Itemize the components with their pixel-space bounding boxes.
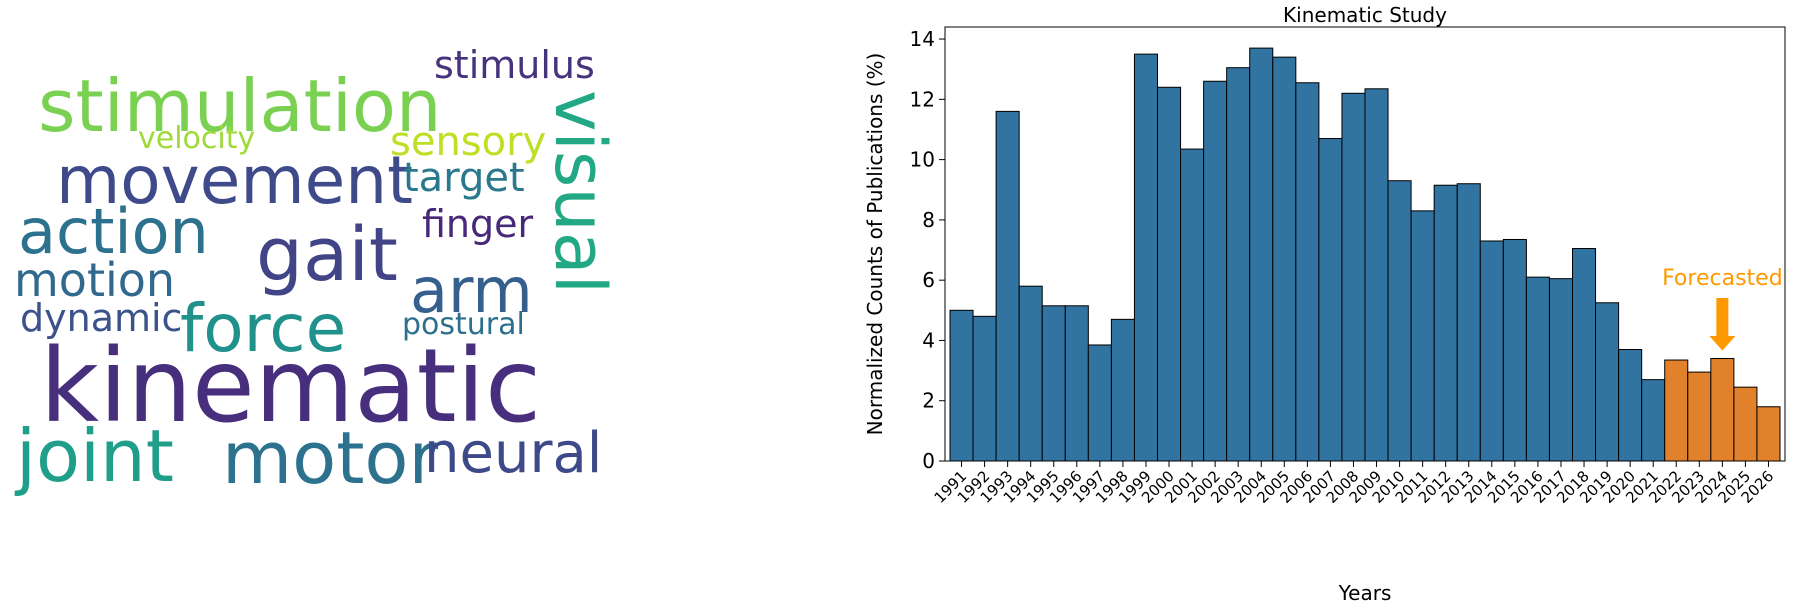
bar-2001 <box>1180 148 1205 462</box>
x-axis: 1991199219931994199519961997199819992000… <box>931 461 1777 507</box>
bar-1999 <box>1133 53 1159 462</box>
word-arm: arm <box>410 254 533 327</box>
bar-2018 <box>1572 248 1597 462</box>
bar-1991 <box>949 309 974 462</box>
word-gait: gait <box>256 212 398 298</box>
word-target: target <box>403 155 525 201</box>
bar-2006 <box>1295 82 1320 462</box>
word-action: action <box>18 195 209 268</box>
bar-1997 <box>1087 344 1112 462</box>
bar-2021 <box>1641 379 1666 462</box>
bar-1992 <box>972 315 997 462</box>
bars <box>949 47 1781 462</box>
forecast-arrow-icon <box>1709 298 1736 351</box>
y-axis: 0 2 4 6 8 10 12 14 <box>910 27 945 473</box>
y-tick-label: 10 <box>910 148 935 172</box>
word-motion: motion <box>14 253 176 307</box>
bar-2012 <box>1433 184 1458 462</box>
word-velocity: velocity <box>138 121 256 156</box>
word-kinematic: kinematic <box>40 327 542 446</box>
word-dynamic: dynamic <box>20 296 183 340</box>
bar-2014 <box>1479 240 1504 462</box>
word-neural: neural <box>424 421 603 486</box>
forecast-label: Forecasted <box>1662 266 1783 291</box>
bar-2023 <box>1687 371 1712 462</box>
y-tick-label: 2 <box>922 389 935 413</box>
word-motor: motor <box>222 416 439 500</box>
y-tick-label: 12 <box>910 87 935 111</box>
bar-1996 <box>1064 305 1089 462</box>
word-movement: movement <box>56 142 413 219</box>
bar-2020 <box>1618 348 1643 462</box>
bar-1994 <box>1018 285 1043 462</box>
bar-2026 <box>1756 406 1781 462</box>
chart-title: Kinematic Study <box>1283 3 1447 27</box>
word-visual: visual <box>539 90 621 295</box>
bar-2007 <box>1318 138 1343 462</box>
word-stimulus: stimulus <box>434 43 595 87</box>
forecast-annotation: Forecasted <box>1662 266 1783 351</box>
word-finger: finger <box>422 202 534 246</box>
bar-2016 <box>1525 276 1550 462</box>
bar-2025 <box>1733 386 1758 462</box>
plot-frame <box>944 26 1786 462</box>
bar-2022 <box>1664 359 1689 462</box>
bar-2004 <box>1249 47 1274 462</box>
x-axis-label: Years <box>1338 581 1392 605</box>
bar-2003 <box>1226 67 1251 462</box>
bar-2015 <box>1502 238 1527 462</box>
bar-2017 <box>1548 278 1574 462</box>
bar-1998 <box>1110 318 1135 462</box>
bar-2019 <box>1595 302 1620 462</box>
bar-2009 <box>1364 88 1389 462</box>
word-stimulation: stimulation <box>38 64 442 148</box>
word-cloud: stimulation stimulus visual velocity sensory… <box>0 0 720 607</box>
word-force: force <box>180 290 347 367</box>
y-axis-label: Normalized Counts of Publications (%) <box>863 53 887 436</box>
bar-2010 <box>1387 180 1412 462</box>
bar-2008 <box>1341 92 1366 462</box>
bar-1995 <box>1041 305 1066 462</box>
y-tick-label: 8 <box>922 208 935 232</box>
word-postural: postural <box>402 307 525 342</box>
bar-2013 <box>1456 183 1481 462</box>
bar-2000 <box>1157 86 1182 462</box>
bar-2005 <box>1272 56 1297 462</box>
bar-2011 <box>1410 210 1435 462</box>
y-tick-label: 14 <box>910 27 935 51</box>
word-joint: joint <box>16 414 174 498</box>
y-tick-label: 4 <box>922 328 935 352</box>
bar-chart: Kinematic Study 0 2 4 6 8 10 12 14 199119921993… <box>863 3 1786 605</box>
bar-1993 <box>995 110 1020 462</box>
y-tick-label: 0 <box>922 449 935 473</box>
bar-2002 <box>1203 80 1228 462</box>
word-sensory: sensory <box>390 119 547 165</box>
y-tick-label: 6 <box>922 268 935 292</box>
bar-2024 <box>1710 358 1735 462</box>
